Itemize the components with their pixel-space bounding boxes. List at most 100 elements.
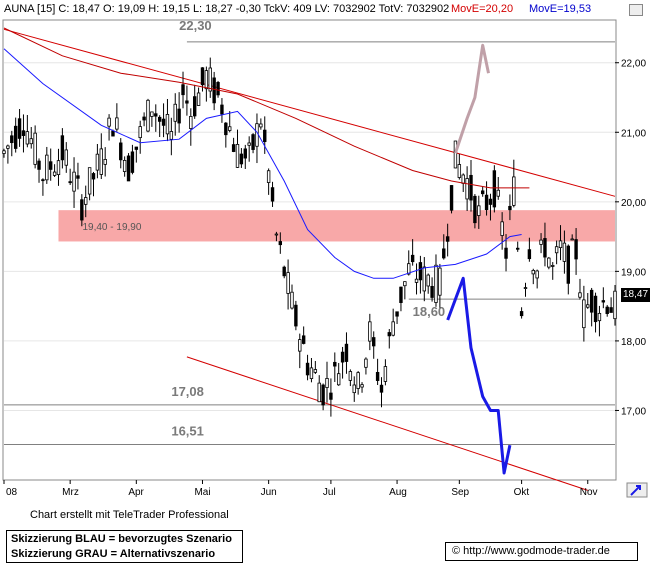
candle-body (138, 126, 142, 139)
candle-body (597, 312, 602, 322)
candle-body (375, 371, 380, 381)
candle-body (52, 171, 57, 176)
candle-body (91, 173, 96, 180)
candle-body (84, 197, 88, 205)
candle-body (317, 382, 321, 403)
level-label: 17,08 (171, 384, 204, 399)
candle-body (165, 114, 170, 135)
candle-body (255, 123, 259, 147)
candle-body (570, 238, 574, 241)
candle-body (445, 236, 450, 242)
window-resize-button[interactable] (629, 4, 643, 16)
x-tick-label: Mrz (62, 487, 79, 498)
y-tick-label: 18,00 (621, 337, 646, 348)
legend-blue: Skizzierung BLAU = bevorzugtes Szenario (11, 533, 232, 545)
candle-body (294, 304, 298, 327)
header-move-red: MovE=20,20 (451, 3, 513, 15)
candle-body (259, 123, 263, 128)
candle-body (157, 116, 162, 122)
candle-body (80, 199, 84, 221)
level-label: 22,30 (179, 18, 212, 33)
level-label: 16,51 (171, 424, 204, 439)
trend-line (3, 28, 616, 197)
candle-body (169, 131, 174, 140)
candle-body (414, 278, 419, 283)
candle-body (395, 311, 399, 317)
candle-body (473, 195, 477, 224)
x-tick-label: Nov (580, 487, 598, 498)
candle-body (103, 158, 107, 165)
candle-body (535, 270, 539, 279)
candle-body (465, 178, 469, 200)
chart-header: AUNA [15] C: 18,47 O: 19,09 H: 19,15 L: … (4, 3, 591, 15)
scenario-gray-path (453, 43, 490, 154)
candle-body (442, 248, 446, 259)
candle-body (512, 176, 516, 206)
candle-body (516, 247, 520, 250)
candle-body (356, 372, 360, 389)
x-tick-label: Apr (128, 487, 144, 498)
scenario-legend: Skizzierung BLAU = bevorzugtes Szenario … (6, 530, 243, 563)
candle-body (605, 306, 609, 314)
candle-body (173, 103, 177, 122)
candle-body (13, 125, 18, 149)
plot-area-frame (2, 19, 617, 481)
candle-body (146, 99, 150, 132)
candle-body (2, 150, 6, 154)
x-tick-label: Aug (389, 487, 407, 498)
candle-body (282, 266, 286, 277)
candle-body (95, 153, 100, 171)
candle-body (469, 174, 473, 201)
candle-body (551, 265, 555, 267)
ma-red-line (3, 27, 530, 189)
x-tick-label: Jun (261, 487, 277, 498)
candle-body (60, 135, 65, 161)
candle-body (107, 117, 111, 127)
x-tick-label: Sep (451, 487, 469, 498)
candle-body (344, 343, 349, 362)
candle-body (224, 122, 228, 136)
header-move-blue: MovE=19,53 (529, 3, 591, 15)
candle-body (99, 148, 103, 175)
candle-body (239, 153, 244, 165)
candle-body (558, 240, 563, 249)
candle-body (181, 84, 185, 96)
candle-body (593, 295, 598, 323)
candle-body (554, 246, 559, 254)
candle-body (115, 117, 119, 130)
candle-body (336, 373, 341, 386)
candle-body (64, 149, 68, 166)
candle-body (204, 70, 209, 90)
candle-body (496, 189, 500, 197)
axis-corner-arrow-icon[interactable] (626, 482, 648, 498)
candle-body (126, 155, 131, 182)
candle-body (309, 367, 314, 379)
candle-body (196, 92, 201, 106)
trend-channel (3, 28, 616, 491)
candle-body (379, 384, 384, 393)
candle-body (547, 257, 551, 268)
candle-body (500, 221, 504, 236)
ma-blue-line (3, 48, 522, 279)
candle-body (142, 116, 146, 121)
candle-body (29, 138, 33, 145)
candle-body (266, 170, 271, 183)
candle-body (45, 154, 49, 181)
candle-body (333, 361, 337, 367)
level-label: 18,60 (413, 304, 446, 319)
candle-body (247, 142, 251, 146)
source-link[interactable]: © http://www.godmode-trader.de (445, 542, 638, 561)
candle-body (426, 274, 430, 287)
candle-body (484, 194, 489, 211)
candle-body (418, 262, 423, 281)
candle-body (177, 108, 181, 124)
candle-body (609, 307, 613, 313)
candle-body (372, 337, 376, 347)
candle-body (453, 140, 458, 169)
y-axis: 17,00 18,00 19,00 20,00 21,00 22,00 (615, 59, 646, 417)
candle-body (10, 135, 14, 144)
candle-body (457, 164, 462, 178)
candle-body (298, 339, 302, 352)
x-tick-label: Jul (323, 487, 336, 498)
candle-body (216, 82, 220, 96)
